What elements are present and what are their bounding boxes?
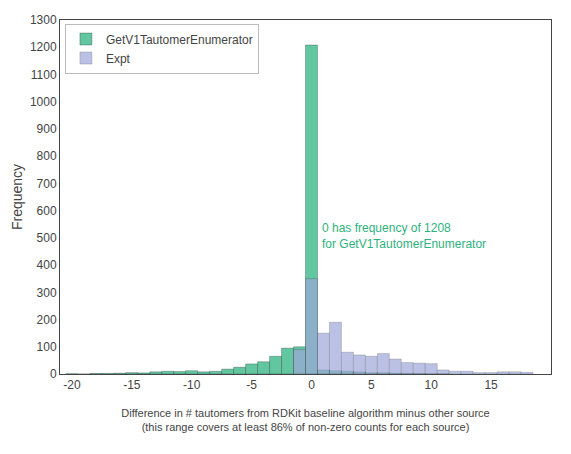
svg-text:-15: -15 xyxy=(123,378,141,392)
svg-text:Difference in # tautomers from: Difference in # tautomers from RDKit bas… xyxy=(121,407,489,433)
svg-text:600: 600 xyxy=(37,204,57,218)
svg-text:0: 0 xyxy=(308,378,315,392)
svg-text:10: 10 xyxy=(425,378,439,392)
svg-text:1000: 1000 xyxy=(30,95,57,109)
svg-text:GetV1TautomerEnumerator: GetV1TautomerEnumerator xyxy=(106,33,253,47)
svg-text:700: 700 xyxy=(37,177,57,191)
svg-text:15: 15 xyxy=(484,378,498,392)
svg-text:0 has frequency of 1208for Get: 0 has frequency of 1208for GetV1Tautomer… xyxy=(322,221,486,251)
svg-text:500: 500 xyxy=(37,231,57,245)
svg-text:Frequency: Frequency xyxy=(9,164,25,230)
svg-text:200: 200 xyxy=(37,313,57,327)
svg-text:5: 5 xyxy=(368,378,375,392)
svg-text:0: 0 xyxy=(50,367,57,381)
svg-text:1300: 1300 xyxy=(30,13,57,27)
svg-text:1100: 1100 xyxy=(31,68,57,82)
svg-text:300: 300 xyxy=(37,286,57,300)
svg-text:900: 900 xyxy=(37,122,57,136)
svg-text:-5: -5 xyxy=(246,378,257,392)
svg-text:-10: -10 xyxy=(183,378,201,392)
svg-text:400: 400 xyxy=(37,258,57,272)
svg-text:100: 100 xyxy=(37,340,57,354)
svg-text:1200: 1200 xyxy=(30,40,57,54)
svg-text:Expt: Expt xyxy=(106,52,131,66)
svg-text:-20: -20 xyxy=(63,378,81,392)
svg-text:800: 800 xyxy=(37,149,57,163)
